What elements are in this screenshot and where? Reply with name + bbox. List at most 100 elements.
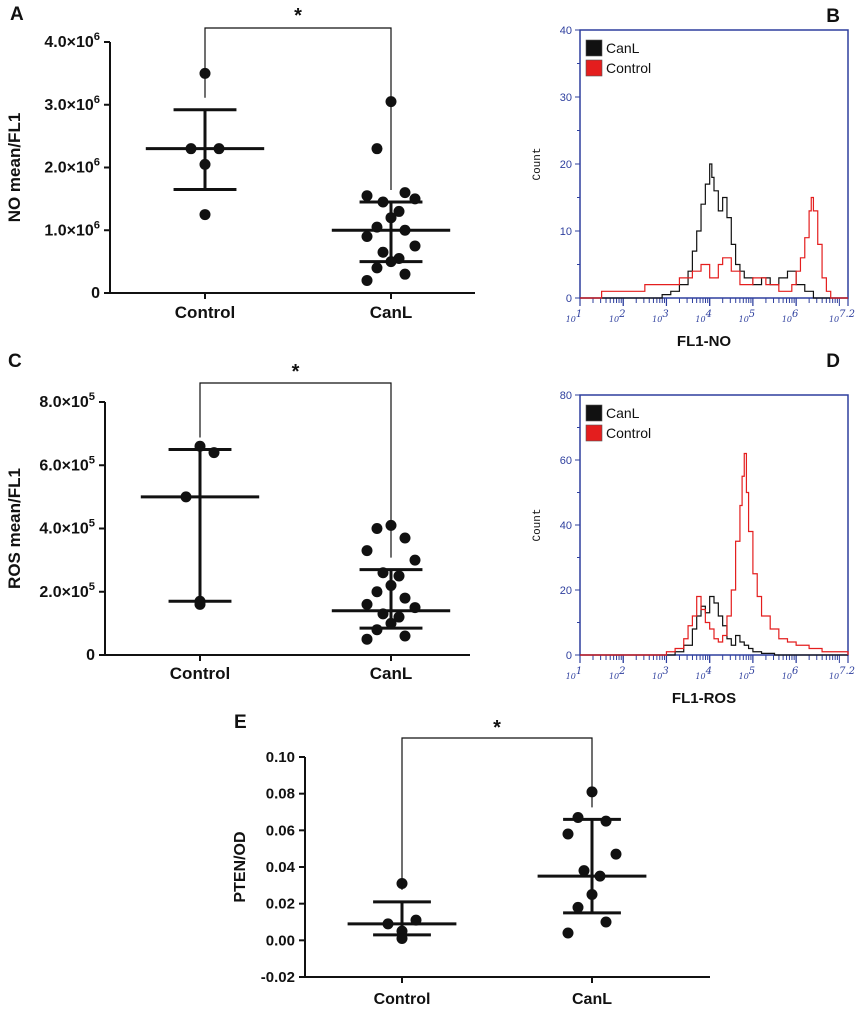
histogram-series-control: [580, 196, 848, 299]
data-point-canl: [371, 143, 383, 155]
data-point-canl: [572, 901, 584, 913]
legend-label-control: Control: [606, 425, 651, 441]
histogram-series-control: [580, 452, 849, 656]
panel-letter-c: C: [8, 351, 22, 372]
data-point-canl: [600, 815, 612, 827]
legend-swatch-control: [585, 59, 603, 77]
data-point-canl: [594, 870, 606, 882]
y-tick-label-d: 20: [560, 585, 572, 597]
data-point-canl: [361, 598, 373, 610]
legend-swatch-control: [585, 424, 603, 442]
x-tick-label-canl: CanL: [370, 664, 413, 683]
data-point-control: [208, 447, 220, 459]
data-point-canl: [399, 187, 411, 199]
data-point-canl: [371, 624, 383, 636]
data-point-canl: [371, 523, 383, 534]
x-tick-label-b: 103: [652, 309, 669, 324]
data-point-canl: [385, 212, 397, 224]
significance-bracket-a: [204, 27, 392, 191]
data-point-control: [199, 209, 211, 221]
x-tick-label-d: 107.2: [829, 666, 855, 681]
data-point-canl: [578, 865, 590, 877]
y-tick-label-b: 30: [560, 92, 572, 104]
y-tick-label-b: 40: [560, 25, 572, 37]
x-tick-label-control: Control: [374, 991, 431, 1008]
y-tick-label-c: 6.0×105: [39, 454, 95, 474]
data-point-canl: [361, 190, 373, 202]
x-tick-label-d: 106: [782, 666, 799, 681]
x-tick-label-canl: CanL: [572, 991, 612, 1008]
significance-bracket-e: [401, 737, 593, 890]
y-tick-label-a: 4.0×106: [44, 31, 100, 51]
data-point-control: [396, 933, 408, 944]
y-tick-label-d: 80: [560, 390, 572, 402]
data-point-canl: [572, 812, 584, 823]
x-tick-label-d: 104: [695, 666, 712, 681]
y-axis-label-e: PTEN/OD: [232, 831, 249, 902]
significance-star-a: *: [294, 5, 302, 27]
x-tick-label-d: 105: [739, 666, 756, 681]
panel-letter-d: D: [826, 351, 840, 372]
data-point-control: [185, 143, 197, 155]
y-tick-label-c: 8.0×105: [39, 391, 95, 411]
y-axis-label-a: NO mean/FL1: [5, 113, 24, 223]
y-tick-label-b: 20: [560, 159, 572, 171]
histogram-series-canl: [580, 595, 848, 656]
data-point-control: [410, 914, 422, 926]
legend-swatch-canl: [585, 404, 603, 422]
data-point-canl: [409, 240, 421, 252]
x-tick-label-b: 107.2: [829, 309, 855, 324]
x-tick-label-b: 101: [566, 309, 583, 324]
data-point-control: [213, 143, 225, 155]
data-point-canl: [399, 592, 411, 604]
data-point-canl: [610, 848, 622, 860]
count-axis-label-b: Count: [532, 147, 544, 180]
x-tick-label-d: 102: [609, 666, 626, 681]
data-point-control: [194, 440, 206, 452]
data-point-canl: [361, 231, 373, 243]
data-point-canl: [385, 617, 397, 629]
x-axis-label-d: FL1-ROS: [672, 690, 736, 707]
y-tick-label-b: 10: [560, 226, 572, 238]
data-point-canl: [361, 545, 373, 557]
legend-label-canl: CanL: [606, 405, 640, 421]
x-tick-label-control: Control: [170, 664, 230, 683]
data-point-canl: [586, 889, 598, 900]
x-tick-label-b: 104: [695, 309, 712, 324]
y-tick-label-a: 0: [91, 285, 100, 302]
x-tick-label-control: Control: [175, 303, 235, 322]
significance-star-c: *: [292, 361, 300, 383]
count-axis-label-d: Count: [532, 508, 544, 541]
data-point-canl: [562, 927, 574, 939]
data-point-canl: [409, 193, 421, 205]
y-tick-label-d: 60: [560, 455, 572, 467]
x-tick-label-b: 102: [609, 309, 626, 324]
data-point-canl: [361, 633, 373, 645]
y-tick-label-e: 0.00: [266, 932, 295, 949]
data-point-canl: [393, 570, 405, 582]
x-tick-label-d: 101: [566, 666, 583, 681]
data-point-canl: [385, 579, 397, 591]
y-tick-label-a: 1.0×106: [44, 219, 100, 239]
x-tick-label-b: 106: [782, 309, 799, 324]
data-point-canl: [600, 916, 612, 928]
data-point-control: [199, 158, 211, 170]
y-tick-label-c: 4.0×105: [39, 518, 95, 538]
y-tick-label-e: 0.02: [266, 896, 295, 913]
data-point-canl: [399, 268, 411, 280]
data-point-canl: [371, 586, 383, 598]
x-tick-label-b: 105: [739, 309, 756, 324]
y-axis-label-c: ROS mean/FL1: [5, 468, 24, 589]
histogram-series-canl: [580, 163, 848, 299]
data-point-canl: [371, 262, 383, 274]
data-point-canl: [393, 611, 405, 623]
y-tick-label-e: 0.08: [266, 786, 295, 803]
x-tick-label-d: 103: [652, 666, 669, 681]
data-point-control: [180, 491, 192, 503]
data-point-control: [194, 598, 206, 610]
significance-bracket-c: [199, 382, 392, 558]
y-tick-label-c: 0: [86, 647, 95, 664]
data-point-canl: [399, 224, 411, 236]
x-tick-label-canl: CanL: [370, 303, 413, 322]
